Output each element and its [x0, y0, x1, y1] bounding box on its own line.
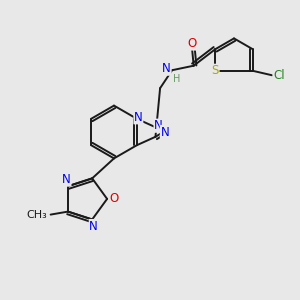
Text: N: N: [62, 173, 71, 186]
Text: O: O: [188, 37, 197, 50]
Text: N: N: [89, 220, 98, 232]
Text: CH₃: CH₃: [26, 210, 47, 220]
Text: N: N: [134, 111, 143, 124]
Text: S: S: [212, 64, 219, 77]
Text: Cl: Cl: [273, 69, 285, 82]
Text: N: N: [154, 119, 163, 132]
Text: H: H: [173, 74, 180, 84]
Text: N: N: [160, 125, 169, 139]
Text: N: N: [162, 62, 171, 75]
Text: O: O: [109, 192, 118, 206]
